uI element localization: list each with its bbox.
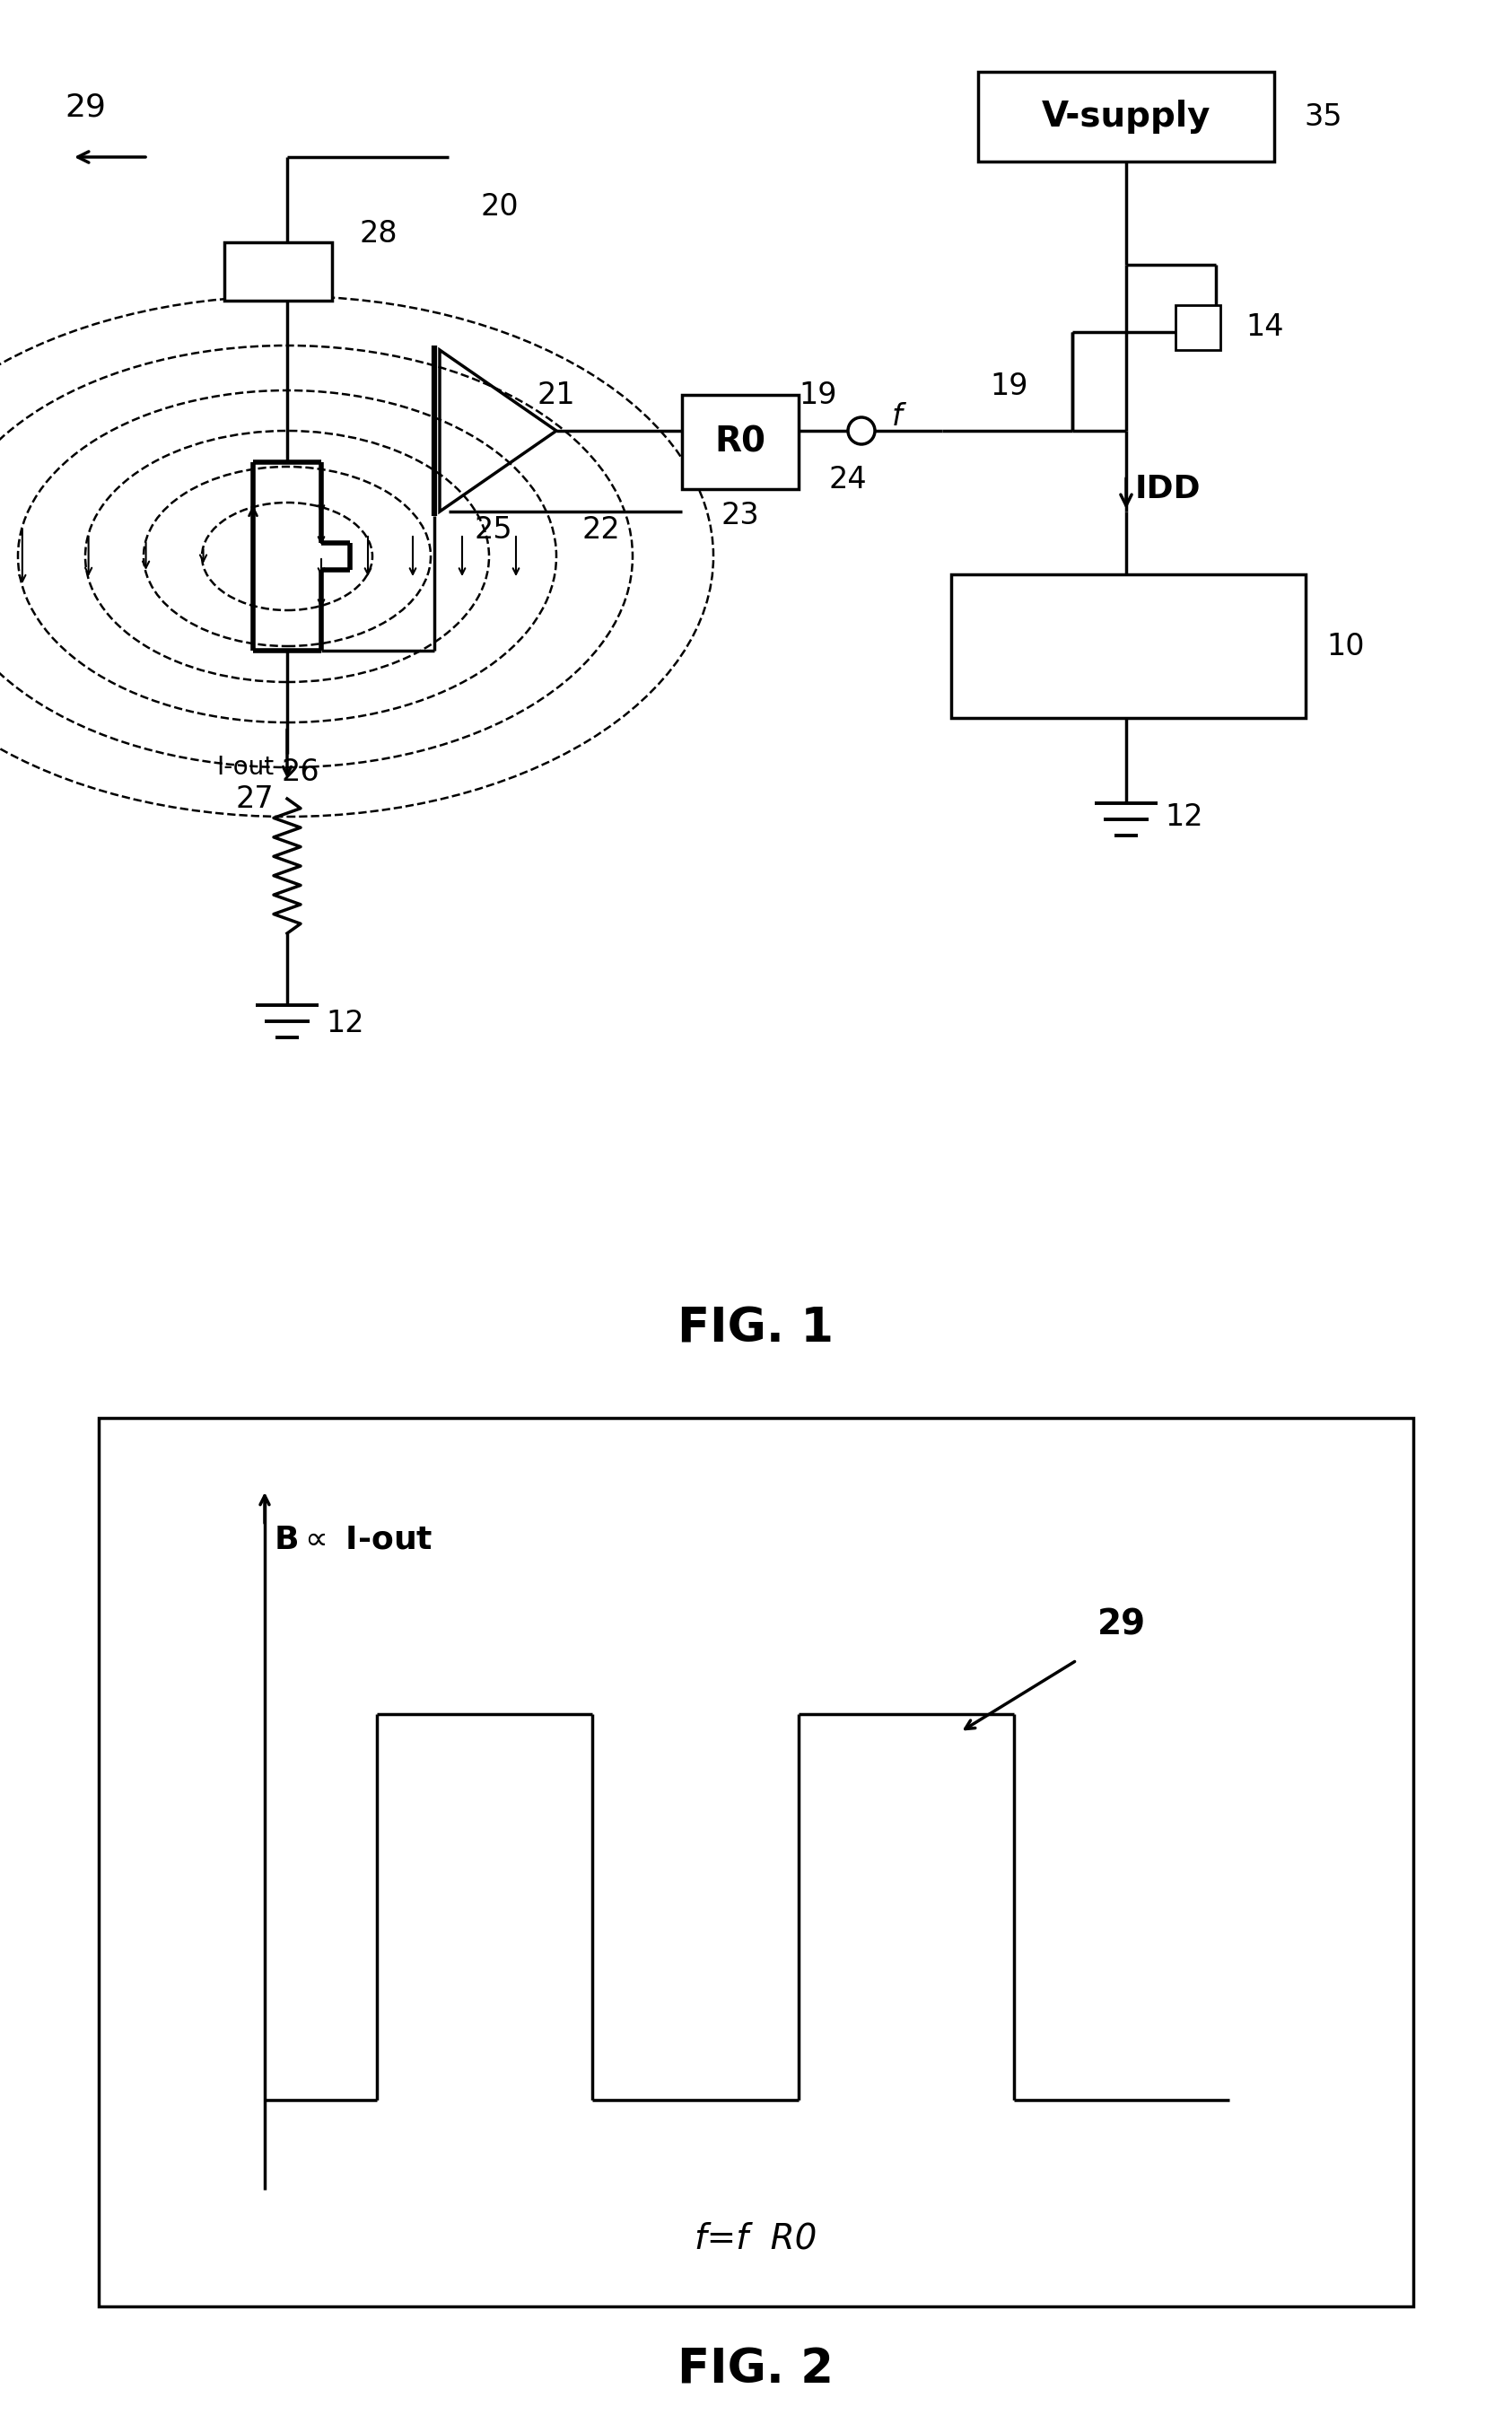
Text: 29: 29 — [1098, 1608, 1146, 1642]
Bar — [1175, 304, 1220, 350]
Text: 14: 14 — [1246, 314, 1284, 343]
Text: B$\propto$ I-out: B$\propto$ I-out — [274, 1524, 432, 1555]
Text: 12: 12 — [327, 1009, 364, 1038]
Text: f=f  R0: f=f R0 — [694, 2222, 816, 2256]
Bar — [978, 72, 1275, 162]
Bar — [951, 575, 1306, 717]
Text: 25: 25 — [475, 514, 513, 543]
Text: 26: 26 — [281, 756, 319, 787]
Text: 21: 21 — [537, 379, 576, 411]
Text: 29: 29 — [65, 92, 106, 123]
Text: 10: 10 — [1328, 630, 1365, 662]
Text: 28: 28 — [358, 217, 398, 249]
Text: 35: 35 — [1305, 101, 1343, 130]
Text: 27: 27 — [236, 785, 274, 814]
Text: R0: R0 — [715, 425, 767, 459]
Text: IDD: IDD — [1136, 473, 1201, 505]
Text: 22: 22 — [582, 514, 620, 543]
Bar — [224, 242, 333, 299]
Text: I-out: I-out — [216, 756, 274, 780]
Text: 19: 19 — [798, 379, 836, 411]
Text: FIG. 1: FIG. 1 — [677, 1304, 833, 1352]
Text: 12: 12 — [1166, 802, 1204, 831]
Text: 19: 19 — [990, 372, 1028, 401]
Bar — [682, 396, 798, 490]
Text: f: f — [892, 403, 903, 432]
Text: 23: 23 — [721, 502, 759, 531]
Bar — [98, 1418, 1414, 2306]
Text: FIG. 2: FIG. 2 — [677, 2345, 833, 2393]
Text: 24: 24 — [829, 466, 866, 495]
Text: 20: 20 — [481, 191, 519, 222]
Text: V-supply: V-supply — [1042, 99, 1211, 133]
